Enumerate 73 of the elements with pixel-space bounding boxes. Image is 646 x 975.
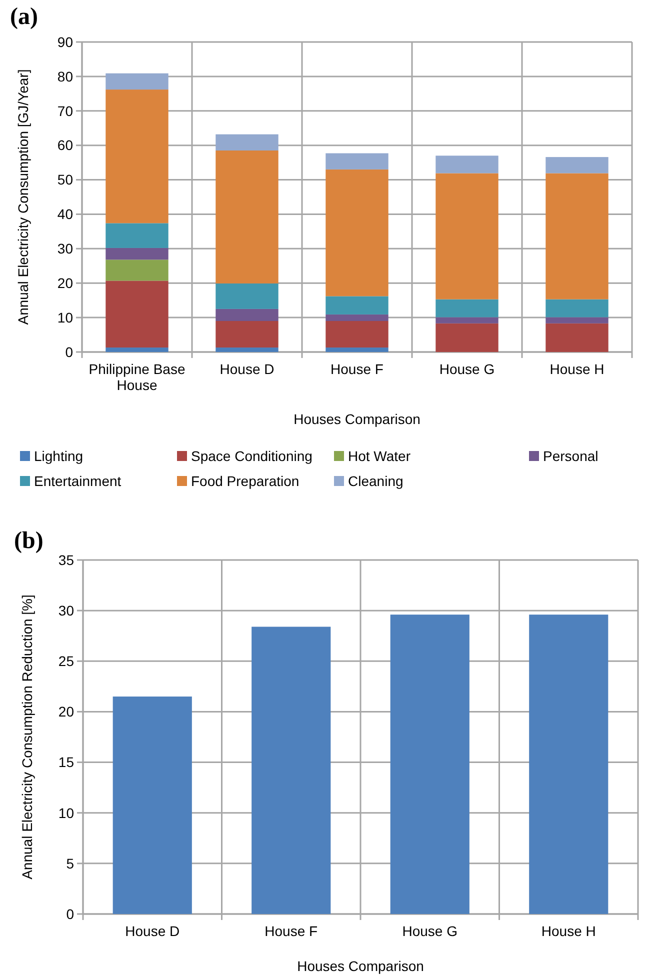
chart-title: (a) (10, 4, 38, 30)
x-axis-title: Houses Comparison (297, 958, 424, 974)
bar (112, 696, 192, 914)
y-tick-label: 70 (57, 102, 74, 119)
bar (106, 280, 168, 348)
bar (326, 153, 388, 170)
bar (390, 614, 470, 914)
bar (106, 90, 168, 224)
bar (529, 614, 608, 914)
y-tick-label: 40 (57, 206, 74, 222)
bar (326, 169, 388, 296)
bar (106, 260, 168, 281)
x-tick-label: House H (550, 361, 604, 377)
bar (436, 299, 498, 318)
bar (106, 73, 168, 90)
y-tick-label: 35 (58, 552, 74, 568)
x-tick-label: House D (220, 361, 274, 377)
chart-title: (b) (14, 528, 44, 554)
x-tick-label: House F (264, 923, 318, 939)
x-tick-label: House H (541, 923, 596, 939)
bar (216, 283, 278, 309)
bar (216, 308, 278, 321)
bar (106, 348, 168, 352)
bar (546, 173, 608, 300)
bar (106, 223, 168, 248)
bar (216, 150, 278, 284)
bar (546, 157, 608, 174)
y-tick-label: 60 (57, 137, 74, 154)
y-tick-label: 20 (57, 275, 74, 292)
y-tick-label: 90 (57, 34, 74, 50)
bar (326, 348, 388, 352)
y-tick-label: 5 (66, 855, 74, 872)
y-tick-label: 10 (58, 804, 74, 821)
bar (436, 173, 498, 300)
y-tick-label: 0 (66, 906, 74, 922)
bar (106, 248, 168, 260)
bar (546, 317, 608, 324)
legend-label: Personal (543, 448, 598, 464)
y-tick-label: 15 (58, 754, 74, 770)
legend-label: Cleaning (348, 472, 404, 489)
y-tick-label: 80 (57, 68, 74, 84)
y-tick-label: 30 (58, 602, 74, 618)
bar (326, 314, 388, 321)
x-tick-label: House G (439, 361, 495, 377)
x-tick-label: Philippine Base House (88, 361, 186, 393)
y-tick-label: 25 (58, 653, 74, 670)
x-tick-label: House G (402, 923, 458, 939)
legend-label: Lighting (34, 448, 84, 464)
bar (216, 321, 278, 348)
legend-label: Hot Water (348, 448, 411, 464)
y-tick-label: 10 (57, 309, 74, 326)
bar (326, 321, 388, 348)
legend-label: Entertainment (34, 472, 122, 489)
bar (216, 134, 278, 150)
bar (436, 317, 498, 324)
bar (436, 323, 498, 352)
y-tick-label: 30 (57, 240, 74, 257)
y-axis-title: Annual Electricity Consumption Reduction [%] (19, 594, 35, 880)
y-axis-title: Annual Electricity Consumption [GJ/Year] (15, 69, 31, 325)
bar (216, 348, 278, 352)
bar (436, 156, 498, 174)
bar (326, 296, 388, 314)
y-tick-label: 20 (58, 704, 74, 720)
x-tick-label: House D (125, 923, 180, 939)
legend-label: Food Preparation (191, 472, 300, 489)
legend-label: Space Conditioning (191, 448, 312, 464)
bar (546, 323, 608, 352)
x-tick-label: House F (330, 361, 384, 377)
bar (252, 626, 331, 914)
y-tick-label: 50 (57, 172, 74, 188)
y-tick-label: 0 (65, 344, 74, 360)
bar (546, 299, 608, 318)
x-axis-title: Houses Comparison (294, 411, 420, 427)
